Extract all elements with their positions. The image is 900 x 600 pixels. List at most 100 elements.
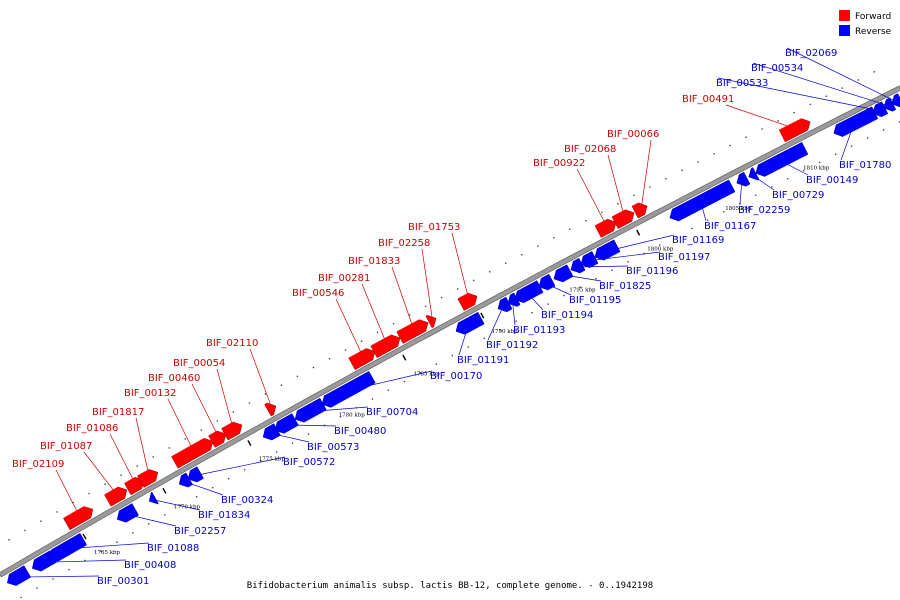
gene-arrow-BIF_02259 xyxy=(736,171,751,187)
minor-tick-dot xyxy=(152,456,154,458)
minor-tick-dot xyxy=(440,296,443,299)
minor-tick-dot xyxy=(52,578,54,580)
forward-gene-leader xyxy=(249,348,273,409)
gene-arrow-highlight xyxy=(763,153,809,177)
minor-tick-dot xyxy=(633,194,635,197)
minor-tick-dot xyxy=(392,322,395,325)
gene-arrow-highlight xyxy=(464,323,485,335)
minor-tick-dot xyxy=(371,398,374,400)
forward-gene-label: BIF_01086 xyxy=(66,423,118,434)
gene-arrow-BIF_00066 xyxy=(631,202,648,219)
minor-tick-dot xyxy=(520,253,523,256)
minor-tick-dot xyxy=(553,236,555,239)
forward-gene-leader xyxy=(607,154,625,218)
forward-gene-label: BIF_01753 xyxy=(408,222,460,233)
forward-gene-label: BIF_00546 xyxy=(292,288,344,299)
minor-tick-dot xyxy=(68,568,70,571)
gene-arrow-BIF_01833 xyxy=(396,319,429,344)
gene-arrow-highlight xyxy=(104,486,119,496)
minor-tick-dot xyxy=(754,194,757,197)
gene-arrow-highlight xyxy=(588,262,599,269)
gene-arrow-highlight xyxy=(425,314,428,317)
minor-tick-dot xyxy=(36,587,38,589)
minor-tick-dot xyxy=(88,492,90,495)
minor-tick-dot xyxy=(793,111,795,114)
tick-dots xyxy=(8,71,900,599)
tick-label: 1765 kbp xyxy=(94,550,121,556)
minor-tick-dot xyxy=(585,219,587,222)
minor-tick-dot xyxy=(419,372,422,374)
tick-mark xyxy=(480,312,485,319)
minor-tick-dot xyxy=(483,337,486,340)
reverse-gene-label: BIF_01825 xyxy=(599,281,651,292)
minor-tick-dot xyxy=(882,129,885,131)
forward-gene-label: BIF_02258 xyxy=(378,238,430,249)
tick-label: 1780 kbp xyxy=(339,412,366,418)
minor-tick-dot xyxy=(841,87,844,89)
gene-arrow-BIF_00281 xyxy=(370,334,401,359)
minor-tick-dot xyxy=(216,420,219,422)
gene-arrow-highlight xyxy=(778,118,803,131)
forward-gene-leader xyxy=(216,368,234,430)
minor-tick-dot xyxy=(344,349,347,351)
gene-arrow-highlight xyxy=(561,275,574,283)
gene-arrow-highlight xyxy=(611,209,627,218)
minor-tick-dot xyxy=(681,169,683,172)
gene-arrow-highlight xyxy=(677,190,736,222)
minor-tick-dot xyxy=(100,550,102,553)
minor-tick-dot xyxy=(227,477,230,480)
tick-mark xyxy=(636,229,641,236)
forward-gene-leader xyxy=(135,417,150,478)
minor-tick-dot xyxy=(850,145,853,147)
gene-arrow-highlight xyxy=(631,202,640,208)
forward-gene-leader xyxy=(421,248,433,321)
tick-label: 1795 kbp xyxy=(569,288,596,294)
legend: Forward Reverse xyxy=(839,10,892,37)
minor-tick-dot xyxy=(312,366,315,369)
gene-arrow-highlight xyxy=(40,561,57,572)
forward-gene-leader xyxy=(391,266,415,331)
gene-arrow-highlight xyxy=(171,437,205,458)
minor-tick-dot xyxy=(467,346,470,348)
minor-tick-dot xyxy=(569,228,571,230)
reverse-gene-leader xyxy=(17,575,100,578)
reverse-gene-label: BIF_01195 xyxy=(569,295,621,306)
backbone-band xyxy=(0,85,900,578)
minor-tick-dot xyxy=(403,380,406,383)
minor-tick-dot xyxy=(456,288,459,290)
reverse-gene-leader xyxy=(194,456,286,477)
forward-gene-label: BIF_01817 xyxy=(92,407,144,418)
reverse-gene-label: BIF_01167 xyxy=(704,221,756,232)
minor-tick-dot xyxy=(866,137,869,139)
minor-tick-dot xyxy=(376,331,379,334)
reverse-gene-label: BIF_01194 xyxy=(541,310,593,321)
minor-tick-dot xyxy=(665,177,667,180)
gene-arrow-BIF_02258 xyxy=(425,315,437,329)
legend-reverse-label: Reverse xyxy=(855,27,892,37)
gene-arrow-highlight xyxy=(370,334,392,347)
minor-tick-dot xyxy=(148,523,150,525)
gene-arrow-highlight xyxy=(15,576,31,587)
gene-arrow-highlight xyxy=(283,424,299,434)
reverse-gene-leader xyxy=(576,265,629,268)
minor-tick-dot xyxy=(408,314,411,316)
reverse-gene-label: BIF_01169 xyxy=(672,235,724,246)
reverse-gene-label: BIF_01196 xyxy=(626,266,678,277)
gene-arrow-highlight xyxy=(187,483,193,488)
tick-label: 1790 kbp xyxy=(491,329,518,335)
minor-tick-dot xyxy=(296,375,299,378)
minor-tick-dot xyxy=(248,402,251,404)
minor-tick-dot xyxy=(627,261,629,263)
minor-tick-dot xyxy=(120,474,122,476)
minor-tick-dot xyxy=(387,389,390,392)
minor-tick-dot xyxy=(264,393,267,395)
gene-arrow-highlight xyxy=(516,303,521,307)
reverse-gene-leader xyxy=(152,499,201,511)
minor-tick-dot xyxy=(104,483,106,486)
minor-tick-dot xyxy=(761,128,763,130)
label-leaders xyxy=(17,47,897,578)
minor-tick-dot xyxy=(857,79,860,81)
minor-tick-dot xyxy=(56,511,58,513)
reverse-gene-label: BIF_01191 xyxy=(457,355,509,366)
